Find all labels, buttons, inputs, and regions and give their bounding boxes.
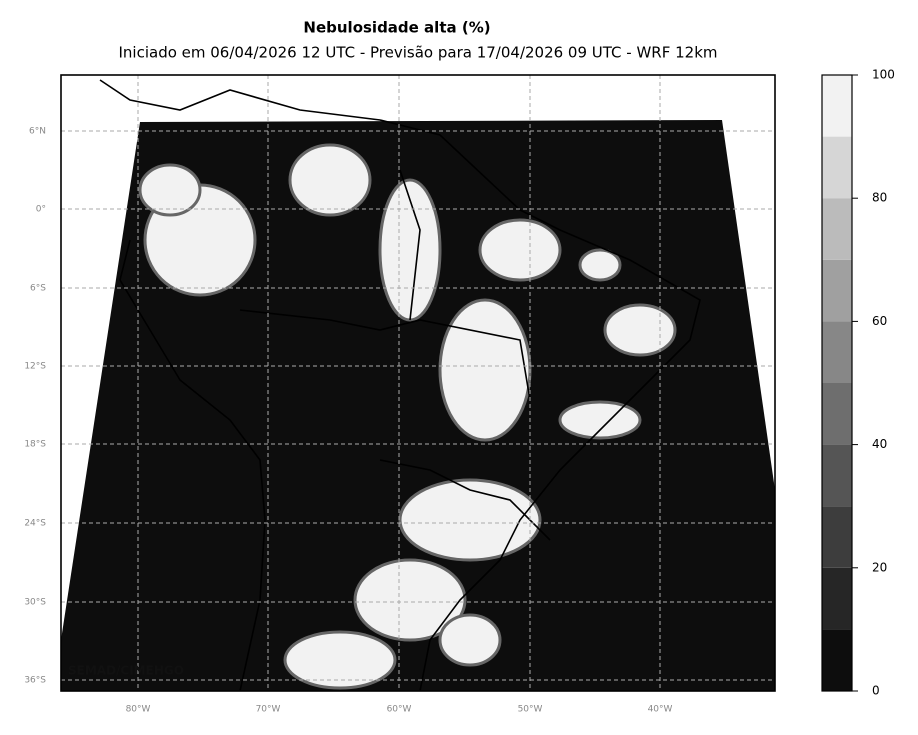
- lon-label: 50°W: [518, 705, 543, 715]
- colorbar-segment: [822, 506, 852, 568]
- lat-label: 18°S: [24, 440, 46, 450]
- title: Nebulosidade alta (%): [303, 19, 490, 37]
- colorbar-segment: [822, 259, 852, 322]
- cloud-areas: [138, 143, 677, 690]
- lon-label: 70°W: [256, 705, 281, 715]
- map: 6°N 0° 6°S 12°S 18°S 24°S 30°S 36°S 80°W 70°W 60°W…: [24, 74, 776, 715]
- lat-label: 36°S: [24, 676, 46, 686]
- lat-label: 12°S: [24, 362, 46, 372]
- lon-label: 80°W: [126, 705, 151, 715]
- lon-label: 40°W: [648, 705, 673, 715]
- colorbar-frame: [821, 74, 853, 692]
- colorbar-tick-label: 40: [872, 437, 887, 451]
- colorbar-segment: [822, 629, 852, 691]
- lat-label: 6°S: [30, 284, 46, 294]
- colorbar-tick-label: 0: [872, 684, 880, 698]
- colorbar-segment: [822, 567, 852, 630]
- map-frame: [60, 74, 776, 692]
- colorbar-segment: [822, 75, 852, 137]
- colorbar-segment: [822, 198, 852, 260]
- lat-label: 24°S: [24, 519, 46, 529]
- subtitle: Iniciado em 06/04/2026 12 UTC - Previsão…: [118, 44, 717, 62]
- colorbar: 0 20 40 60 80 100: [821, 68, 895, 698]
- colorbar-tick-label: 80: [872, 191, 887, 205]
- lat-label: 0°: [36, 205, 46, 215]
- colorbar-tick-label: 20: [872, 560, 887, 574]
- colorbar-segment: [822, 321, 852, 383]
- colorbar-segment: [822, 444, 852, 507]
- colorbar-tick-label: 100: [872, 68, 895, 82]
- credit: SEMAD/CIMEHGO: [68, 664, 184, 678]
- colorbar-tick-label: 60: [872, 314, 887, 328]
- colorbar-segment: [822, 136, 852, 199]
- colorbar-segment: [822, 383, 852, 445]
- lon-label: 60°W: [387, 705, 412, 715]
- boundaries: [99, 79, 701, 691]
- lat-label: 30°S: [24, 598, 46, 608]
- lat-label: 6°N: [29, 127, 46, 137]
